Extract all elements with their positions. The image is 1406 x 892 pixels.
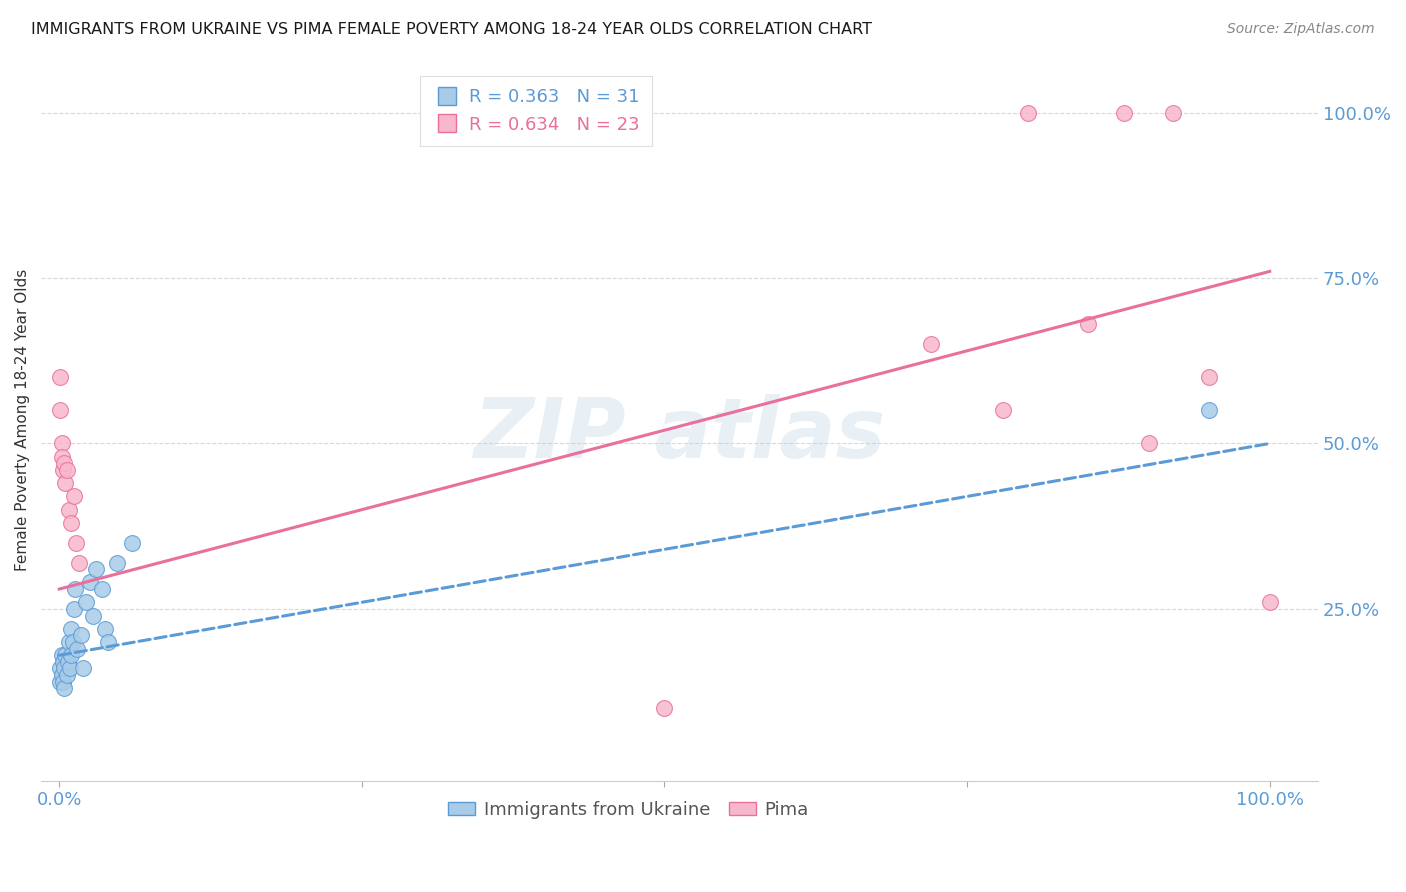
Point (58, 635, 80, 649)
Point (53, 456, 76, 470)
Point (53, 648, 76, 663)
Point (993, 403, 1015, 417)
Point (82, 608, 104, 623)
Point (1114, 105, 1136, 120)
Point (94, 622, 117, 636)
Point (79, 575, 101, 590)
Y-axis label: Female Poverty Among 18-24 Year Olds: Female Poverty Among 18-24 Year Olds (15, 269, 30, 572)
Point (52, 655, 75, 669)
Point (72, 661, 94, 675)
Point (67, 556, 90, 570)
Point (58, 502, 80, 516)
Point (90, 582, 112, 596)
Point (1017, 105, 1039, 120)
Point (55, 463, 77, 477)
Point (1137, 436, 1160, 450)
Point (62, 602, 84, 616)
Point (56, 655, 79, 669)
Point (60, 516, 83, 530)
Point (63, 582, 86, 596)
Point (920, 337, 942, 351)
Point (62, 635, 84, 649)
Point (84, 562, 107, 576)
Point (60, 648, 83, 663)
Point (52, 463, 75, 477)
Text: Source: ZipAtlas.com: Source: ZipAtlas.com (1227, 22, 1375, 37)
Point (49, 370, 72, 384)
Point (75, 595, 97, 609)
Point (1198, 370, 1220, 384)
Point (51, 436, 73, 450)
Point (65, 535, 87, 549)
Point (52, 674, 75, 689)
Point (1258, 595, 1281, 609)
Point (49, 403, 72, 417)
Text: IMMIGRANTS FROM UKRAINE VS PIMA FEMALE POVERTY AMONG 18-24 YEAR OLDS CORRELATION: IMMIGRANTS FROM UKRAINE VS PIMA FEMALE P… (31, 22, 872, 37)
Text: ZIP atlas: ZIP atlas (474, 394, 886, 475)
Point (53, 476, 76, 491)
Point (49, 674, 72, 689)
Point (66, 641, 89, 656)
Point (53, 661, 76, 675)
Point (51, 668, 73, 682)
Point (121, 535, 143, 549)
Point (53, 681, 76, 696)
Point (105, 556, 128, 570)
Point (1198, 403, 1220, 417)
Point (70, 628, 93, 642)
Point (51, 450, 73, 464)
Point (51, 648, 73, 663)
Point (1161, 105, 1184, 120)
Point (654, 701, 676, 715)
Point (60, 622, 83, 636)
Legend: Immigrants from Ukraine, Pima: Immigrants from Ukraine, Pima (441, 794, 817, 826)
Point (55, 668, 77, 682)
Point (62, 490, 84, 504)
Point (97, 635, 120, 649)
Point (1077, 318, 1099, 332)
Point (49, 661, 72, 675)
Point (59, 661, 82, 675)
